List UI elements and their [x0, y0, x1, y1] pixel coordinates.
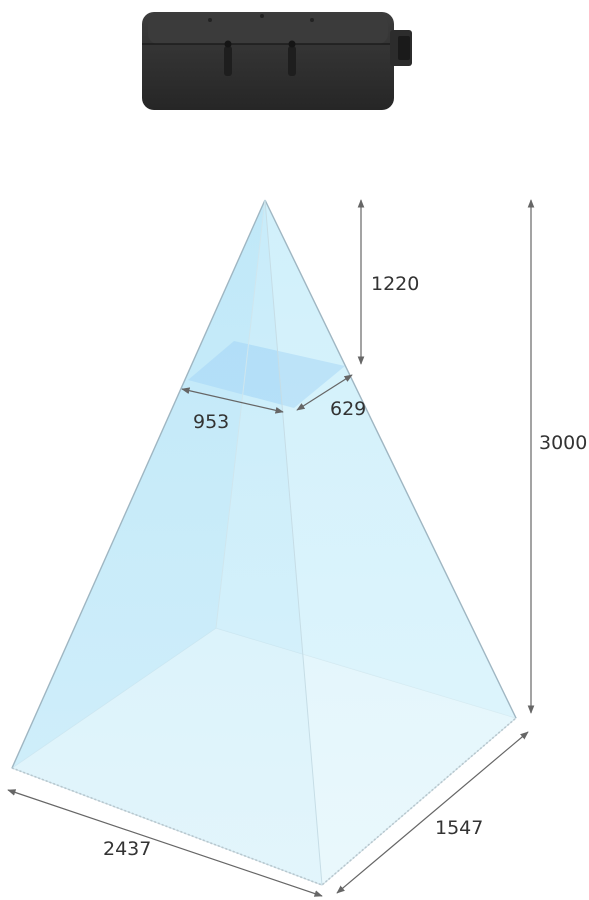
pyramid-edge-right [264, 199, 517, 719]
device-mount-slot-left [224, 46, 232, 76]
device-mount-slot-right [288, 46, 296, 76]
device-top-screw-2 [310, 18, 314, 22]
near-distance-label: 1220 [371, 273, 419, 295]
far-width-line [7, 789, 323, 897]
far-width-label: 2437 [103, 838, 151, 860]
pyramid-edge-left [11, 199, 266, 769]
far-distance-label: 3000 [539, 432, 587, 454]
pyramid-front-right-face [265, 200, 516, 885]
device-top-face [148, 14, 388, 44]
sensor-device-image [142, 12, 412, 110]
device-top-screw-1 [208, 18, 212, 22]
near-depth-label: 629 [330, 398, 366, 420]
far-depth-line [336, 731, 529, 894]
near-width-line [181, 387, 284, 414]
pyramid-edge-back [215, 199, 266, 629]
dimension-labels: 1220 3000 953 629 2437 1547 [103, 273, 587, 860]
device-connector-pin-block [398, 36, 410, 60]
pyramid-edge-front [264, 199, 323, 886]
device-top-screw-3 [260, 14, 264, 18]
near-width-label: 953 [193, 411, 229, 433]
device-screw-right [288, 40, 296, 48]
field-of-view-pyramid [10, 199, 518, 886]
pyramid-front-left-face [12, 200, 322, 885]
near-depth-line [296, 374, 353, 411]
dimension-lines [7, 199, 535, 897]
device-screw-left [224, 40, 232, 48]
far-depth-label: 1547 [435, 817, 483, 839]
